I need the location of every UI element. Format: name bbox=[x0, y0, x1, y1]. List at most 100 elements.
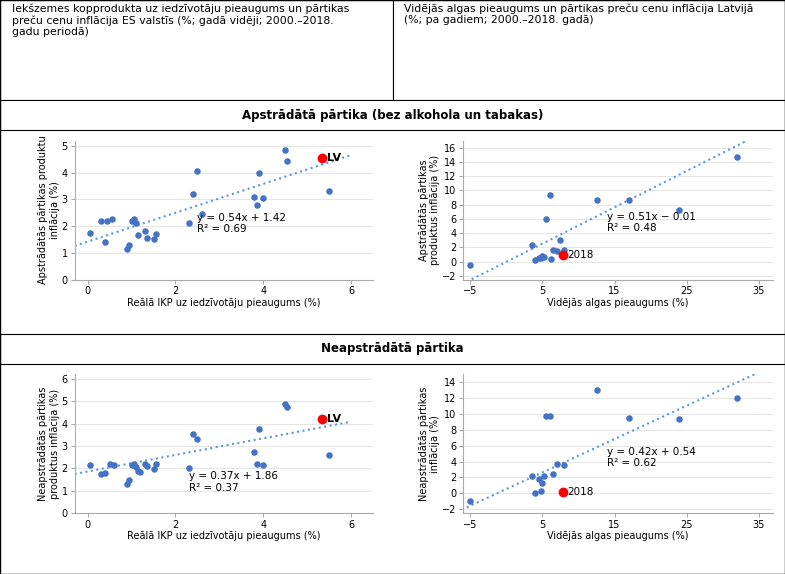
Point bbox=[127, 459, 140, 468]
Point bbox=[316, 414, 329, 424]
Point bbox=[253, 425, 265, 434]
Point bbox=[316, 153, 329, 162]
Point bbox=[540, 214, 553, 223]
Point bbox=[250, 459, 263, 468]
Point bbox=[149, 230, 162, 239]
Point bbox=[543, 190, 556, 199]
X-axis label: Reālā IKP uz iedzīvotāju pieaugums (%): Reālā IKP uz iedzīvotāju pieaugums (%) bbox=[127, 532, 320, 541]
Point bbox=[138, 227, 151, 236]
Point bbox=[558, 246, 571, 255]
Point bbox=[126, 460, 138, 470]
Point bbox=[323, 187, 335, 196]
Point bbox=[464, 261, 476, 270]
Point bbox=[253, 168, 265, 177]
Point bbox=[126, 216, 138, 226]
Point bbox=[281, 156, 294, 165]
Point bbox=[95, 216, 108, 226]
Point bbox=[674, 205, 686, 214]
Point bbox=[127, 215, 140, 224]
Point bbox=[540, 411, 553, 420]
Point bbox=[132, 231, 144, 240]
Text: y = 0.51x − 0.01
R² = 0.48: y = 0.51x − 0.01 R² = 0.48 bbox=[608, 212, 696, 234]
Point bbox=[535, 254, 547, 263]
Y-axis label: Apstrādātās pārtikas
produktus inflācija (%): Apstrādātās pārtikas produktus inflācija… bbox=[419, 155, 440, 265]
Point bbox=[323, 451, 335, 460]
Text: 2018: 2018 bbox=[568, 250, 594, 261]
Point bbox=[191, 435, 203, 444]
Point bbox=[99, 238, 111, 247]
Point bbox=[623, 195, 635, 204]
Point bbox=[84, 228, 97, 238]
Point bbox=[182, 219, 195, 228]
Text: Iekšzemes kopprodukta uz iedzīvotāju pieaugums un pārtikas
preču cenu inflācija : Iekšzemes kopprodukta uz iedzīvotāju pie… bbox=[12, 3, 349, 37]
Point bbox=[557, 487, 569, 497]
Point bbox=[529, 488, 542, 497]
Point bbox=[529, 255, 542, 264]
Point bbox=[525, 241, 538, 250]
Text: Neapstrādātā pārtika: Neapstrādātā pārtika bbox=[321, 343, 464, 355]
Point bbox=[104, 459, 116, 468]
Point bbox=[550, 246, 563, 255]
Point bbox=[674, 415, 686, 424]
Point bbox=[105, 215, 118, 224]
X-axis label: Reālā IKP uz iedzīvotāju pieaugums (%): Reālā IKP uz iedzīvotāju pieaugums (%) bbox=[127, 298, 320, 308]
Point bbox=[547, 470, 560, 479]
Point bbox=[557, 251, 569, 260]
Point bbox=[130, 463, 142, 472]
Point bbox=[123, 475, 136, 484]
Point bbox=[532, 254, 545, 263]
Point bbox=[545, 254, 557, 263]
Point bbox=[538, 472, 550, 481]
X-axis label: Vidējās algas pieaugums (%): Vidējās algas pieaugums (%) bbox=[547, 298, 689, 308]
X-axis label: Vidējās algas pieaugums (%): Vidējās algas pieaugums (%) bbox=[547, 532, 689, 541]
Point bbox=[187, 189, 199, 199]
Point bbox=[138, 459, 151, 468]
Point bbox=[731, 153, 743, 162]
Point bbox=[149, 459, 162, 468]
Point bbox=[130, 219, 142, 228]
Point bbox=[590, 386, 603, 395]
Point bbox=[250, 200, 263, 210]
Point bbox=[99, 468, 111, 478]
Point bbox=[141, 461, 153, 471]
Text: LV: LV bbox=[327, 153, 341, 163]
Point bbox=[464, 497, 476, 506]
Point bbox=[121, 479, 133, 488]
Point bbox=[121, 244, 133, 253]
Point bbox=[532, 475, 545, 484]
Point bbox=[84, 460, 97, 470]
Point bbox=[590, 195, 603, 204]
Text: y = 0.54x + 1.42
R² = 0.69: y = 0.54x + 1.42 R² = 0.69 bbox=[197, 212, 287, 234]
Point bbox=[536, 251, 549, 261]
Y-axis label: Neapstrādātās pārtikas
inflācija (%): Neapstrādātās pārtikas inflācija (%) bbox=[419, 386, 440, 501]
Point bbox=[550, 459, 563, 468]
Text: LV: LV bbox=[327, 414, 341, 424]
Point bbox=[731, 393, 743, 402]
Point bbox=[132, 466, 144, 475]
Point bbox=[525, 472, 538, 481]
Point bbox=[248, 447, 261, 456]
Point bbox=[257, 460, 269, 470]
Point bbox=[279, 145, 291, 154]
Point bbox=[141, 234, 153, 243]
Point bbox=[536, 478, 549, 487]
Text: y = 0.42x + 0.54
R² = 0.62: y = 0.42x + 0.54 R² = 0.62 bbox=[608, 447, 696, 468]
Point bbox=[543, 411, 556, 420]
Y-axis label: Apstrādātās pārtikas produktu
inflācija (%): Apstrādātās pārtikas produktu inflācija … bbox=[38, 135, 60, 285]
Y-axis label: Neapstrādātās pārtikas
produktus inflācija (%): Neapstrādātās pārtikas produktus inflāci… bbox=[38, 386, 60, 501]
Point bbox=[558, 460, 571, 470]
Point bbox=[134, 467, 147, 476]
Text: 2018: 2018 bbox=[568, 487, 594, 497]
Point bbox=[623, 413, 635, 422]
Point bbox=[538, 252, 550, 261]
Point bbox=[187, 429, 199, 438]
Point bbox=[148, 465, 160, 474]
Point bbox=[279, 400, 291, 409]
Point bbox=[108, 460, 120, 470]
Point bbox=[281, 402, 294, 412]
Point bbox=[123, 241, 136, 250]
Point bbox=[554, 236, 567, 245]
Point bbox=[257, 193, 269, 203]
Point bbox=[95, 470, 108, 479]
Point bbox=[101, 216, 114, 226]
